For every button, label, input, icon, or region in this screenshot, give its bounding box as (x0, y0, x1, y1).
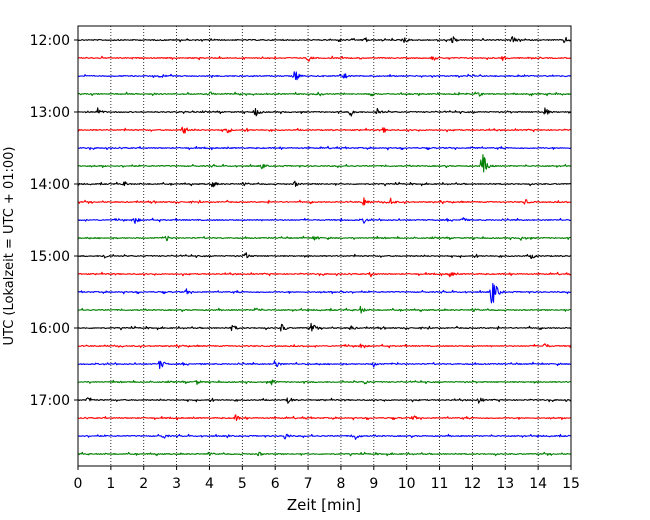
seismogram-trace (77, 180, 572, 188)
x-tick-label: 8 (336, 476, 345, 492)
x-tick-label: 14 (529, 476, 547, 492)
x-tick-label: 1 (106, 476, 115, 492)
x-axis-label: Zeit [min] (287, 496, 361, 514)
seismogram-trace (77, 360, 572, 370)
seismogram-trace (77, 145, 572, 151)
seismogram-trace (77, 433, 572, 440)
seismogram-trace (77, 305, 572, 314)
seismogram-trace (77, 322, 572, 332)
y-tick-label: 17:00 (30, 393, 70, 409)
x-tick-label: 4 (205, 476, 214, 492)
seismogram-trace (77, 451, 572, 457)
trace-group (77, 36, 572, 457)
x-tick-label: 6 (271, 476, 280, 492)
seismogram-trace (77, 379, 572, 386)
x-tick-label: 15 (562, 476, 580, 492)
y-tick-label: 13:00 (30, 105, 70, 121)
x-tick-label: 5 (238, 476, 247, 492)
x-tick-label: 9 (369, 476, 378, 492)
seismogram-trace (77, 71, 572, 81)
x-tick-label: 3 (172, 476, 181, 492)
seismogram-trace (77, 107, 572, 117)
plot-frame (77, 25, 572, 467)
y-tick-label: 12:00 (30, 33, 70, 49)
seismogram-trace (77, 271, 572, 278)
seismogram-trace (77, 91, 572, 97)
seismogram-trace (77, 36, 572, 44)
x-tick-label: 7 (304, 476, 313, 492)
y-tick-label: 15:00 (30, 249, 70, 265)
seismogram-trace (77, 343, 572, 349)
seismogram-trace (77, 397, 572, 404)
seismogram-trace (77, 217, 571, 224)
seismogram-trace (77, 252, 572, 259)
x-tick-label: 11 (431, 476, 449, 492)
x-axis-ticks: 0 1 2 3 4 5 6 7 8 9 10 11 12 13 14 15 (74, 466, 580, 492)
seismogram-trace (77, 154, 572, 173)
x-tick-label: 10 (398, 476, 416, 492)
x-tick-label: 12 (463, 476, 481, 492)
x-tick-label: 2 (139, 476, 148, 492)
y-axis-ticks: 12:00 13:00 14:00 15:00 16:00 17:00 (30, 33, 78, 409)
y-tick-label: 16:00 (30, 321, 70, 337)
y-axis-label: UTC (Lokalzeit = UTC + 01:00) (2, 147, 17, 346)
y-tick-label: 14:00 (30, 177, 70, 193)
seismogram-trace (77, 235, 572, 242)
x-tick-label: 13 (496, 476, 514, 492)
seismogram-trace (77, 126, 572, 134)
seismogram-trace (77, 282, 572, 304)
x-tick-label: 0 (74, 476, 83, 492)
x-gridlines (110, 26, 539, 466)
seismogram-trace (77, 197, 572, 206)
seismogram-trace (77, 55, 572, 62)
seismogram-trace (77, 414, 572, 421)
